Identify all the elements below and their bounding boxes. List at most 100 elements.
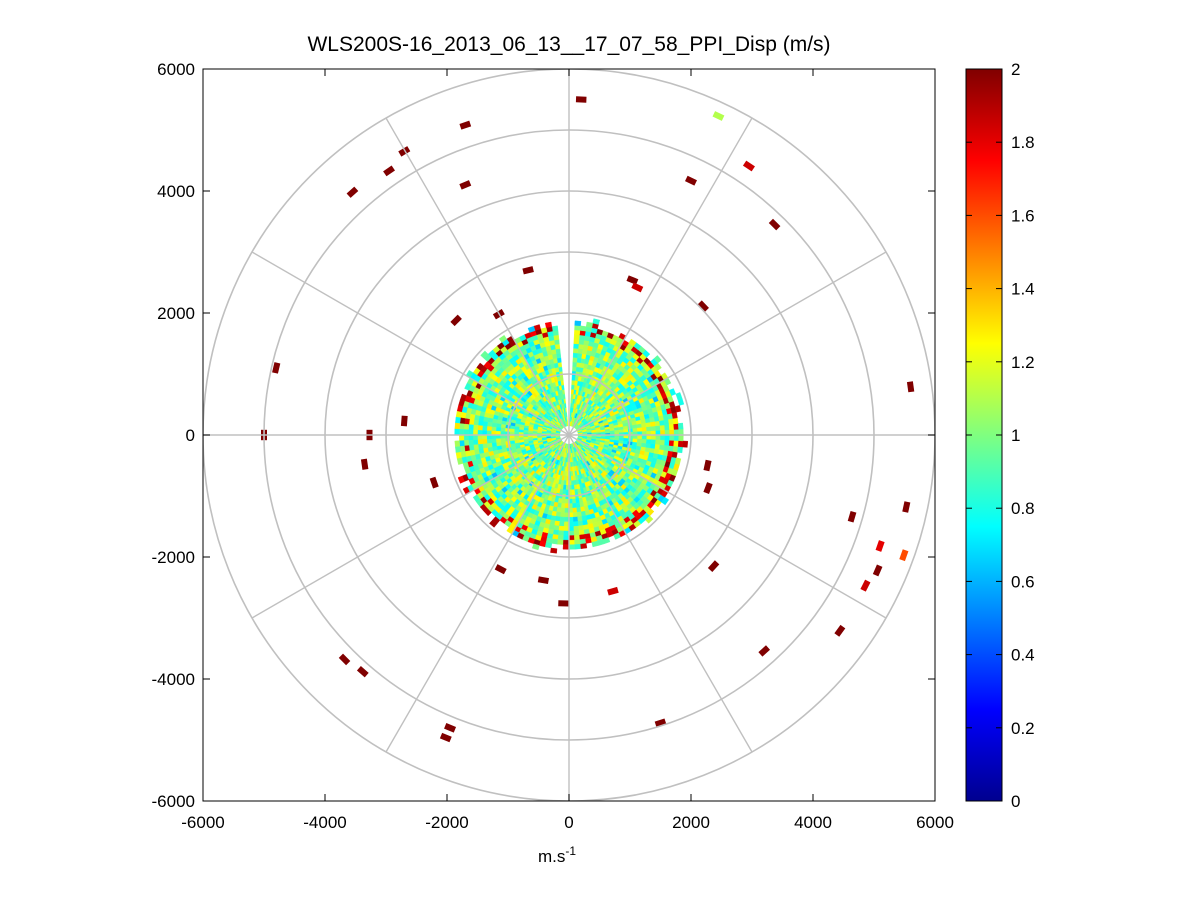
scatter-return <box>398 146 411 157</box>
dense-cell <box>554 520 561 527</box>
dense-cell <box>558 525 565 532</box>
scatter-return <box>875 540 885 552</box>
scatter-return <box>494 564 507 575</box>
scatter-return <box>356 666 369 678</box>
dense-cell <box>498 334 507 343</box>
dense-cell <box>571 384 575 390</box>
dense-cell <box>568 521 575 527</box>
scatter-return <box>685 175 697 186</box>
dense-cell <box>678 434 684 442</box>
colorbar-tick-label: 0.4 <box>1011 646 1035 665</box>
dense-cell <box>455 410 462 419</box>
scatter-return <box>607 586 619 596</box>
dense-cell <box>572 357 578 363</box>
x-axis-label-superscript: -1 <box>565 844 576 858</box>
scatter-return <box>631 282 644 293</box>
dense-cell <box>544 321 553 328</box>
dense-cell <box>677 446 683 454</box>
dense-cell <box>664 429 670 436</box>
dense-cell <box>573 343 579 349</box>
dense-cell <box>559 521 565 527</box>
radial-spoke <box>568 434 887 619</box>
dense-cell <box>671 411 678 419</box>
scatter-return <box>703 459 712 472</box>
dense-cell <box>569 407 573 413</box>
radial-spoke <box>568 251 887 436</box>
scatter-return <box>400 415 408 427</box>
dense-cell <box>578 525 585 531</box>
dense-cell <box>464 382 472 391</box>
colorbar-ticks: 0 0.2 0.4 0.6 0.8 1 1.2 1.4 1.6 1.8 2 <box>966 60 1035 811</box>
dense-cell <box>518 429 524 433</box>
dense-cell <box>585 537 593 544</box>
scatter-return <box>272 362 281 374</box>
scatter-return <box>537 576 550 585</box>
x-tick-label: 6000 <box>916 813 954 832</box>
dense-cell <box>655 434 661 441</box>
y-tick-label: 6000 <box>157 60 195 79</box>
dense-cell <box>682 440 689 448</box>
dense-cell <box>457 475 465 484</box>
y-tick-label: 4000 <box>157 182 195 201</box>
scatter-return <box>360 458 369 470</box>
dense-cell <box>572 512 578 518</box>
scatter-return <box>626 275 639 285</box>
dense-cell <box>558 530 565 536</box>
dense-cell <box>563 521 570 527</box>
x-tick-label: 0 <box>564 813 573 832</box>
dense-cell <box>473 419 479 426</box>
dense-cell <box>570 393 574 399</box>
dense-cell <box>482 421 488 427</box>
dense-cell <box>678 428 684 436</box>
dense-cell <box>463 429 469 436</box>
dense-cell <box>455 416 461 424</box>
dense-cell <box>458 429 465 436</box>
dense-cell <box>609 436 615 441</box>
dense-cell <box>669 429 675 436</box>
scatter-return <box>450 314 462 327</box>
colorbar-tick-label: 1 <box>1011 426 1020 445</box>
dense-cell <box>472 429 478 436</box>
dense-cell <box>574 320 582 327</box>
colorbar-tick-label: 0 <box>1011 792 1020 811</box>
dense-cell <box>576 352 583 359</box>
dense-cell <box>477 434 483 441</box>
dense-cell <box>672 417 679 425</box>
dense-cell <box>574 543 582 550</box>
dense-cell <box>669 388 677 396</box>
dense-cell <box>660 434 666 441</box>
dense-cell <box>562 489 567 495</box>
dense-cell <box>650 425 657 431</box>
dense-cell <box>677 440 684 448</box>
dense-cell <box>574 534 581 541</box>
x-tick-label: -6000 <box>181 813 224 832</box>
dense-cell <box>468 434 474 441</box>
dense-cell <box>486 421 493 428</box>
radial-spoke <box>251 434 570 619</box>
dense-cell <box>660 429 666 436</box>
scatter-return <box>459 120 472 130</box>
dense-cell <box>574 325 581 331</box>
dense-cell <box>659 444 665 451</box>
dense-cell <box>553 525 560 531</box>
dense-cell <box>579 325 587 332</box>
dense-cell <box>573 516 579 523</box>
dense-cell <box>559 516 565 523</box>
dense-cell <box>646 438 652 444</box>
scatter-return <box>383 165 395 177</box>
colorbar-tick-label: 1.2 <box>1011 353 1035 372</box>
dense-cell <box>454 422 461 430</box>
dense-cell <box>664 424 670 431</box>
dense-cell <box>563 535 570 541</box>
dense-cell <box>677 422 684 430</box>
dense-cell <box>653 355 662 364</box>
dense-cell <box>577 348 583 354</box>
dense-cell <box>480 350 489 359</box>
dense-cell <box>459 423 465 430</box>
dense-cell <box>568 539 575 546</box>
dense-cell <box>575 361 581 368</box>
x-tick-label: -4000 <box>303 813 346 832</box>
dense-cell <box>456 457 464 465</box>
dense-cell <box>561 498 566 504</box>
scatter-return <box>338 653 351 666</box>
